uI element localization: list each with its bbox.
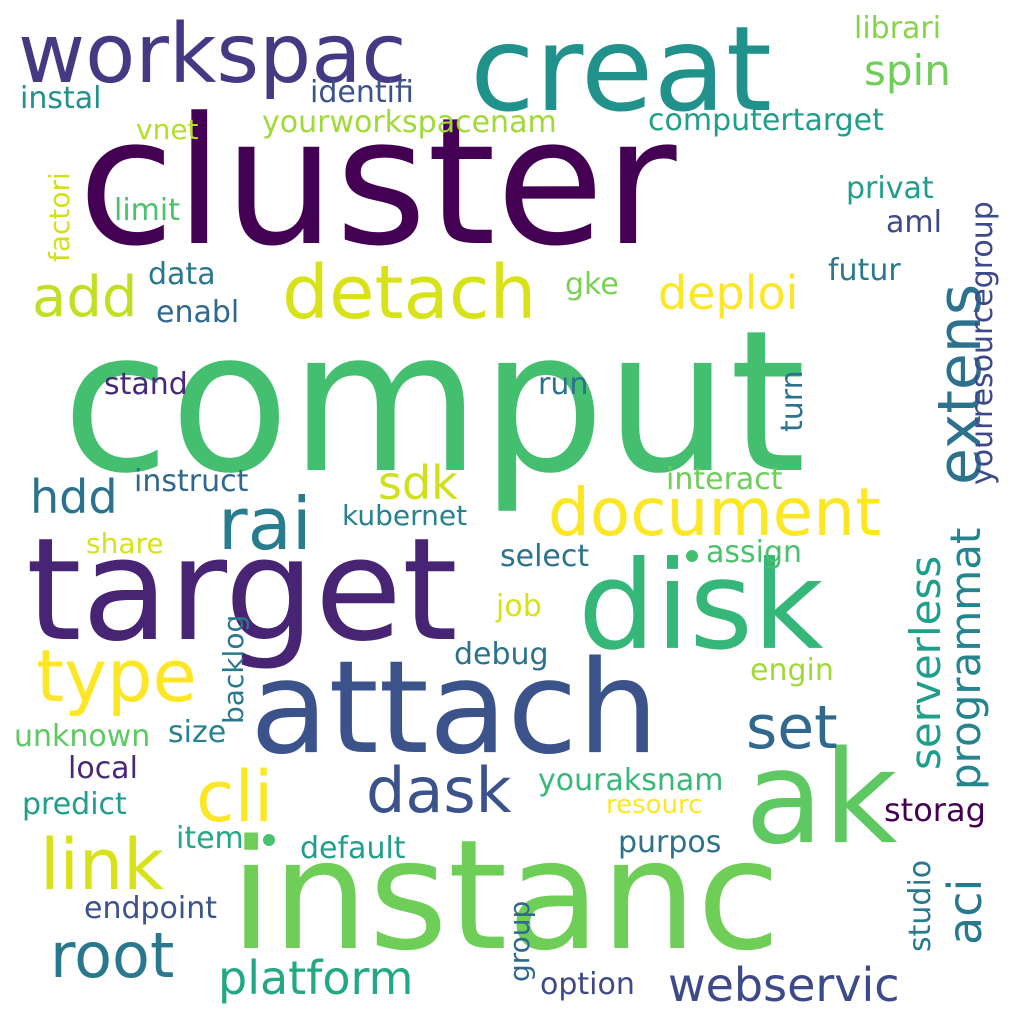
word-data: data	[148, 257, 216, 292]
word-dask: dask	[366, 754, 512, 827]
word-debug: debug	[454, 637, 549, 672]
word-comput: comput	[62, 289, 807, 517]
word-sdk: sdk	[378, 456, 458, 510]
word-kubernet: kubernet	[342, 499, 468, 532]
word-instal: instal	[20, 81, 102, 116]
word-assign: assign	[706, 535, 803, 570]
word-librari: librari	[854, 11, 942, 46]
word-rai: rai	[218, 482, 312, 566]
word-interact: interact	[666, 462, 783, 497]
word-local: local	[68, 751, 138, 786]
word-webservic: webservic	[668, 958, 900, 1012]
word-purpos: purpos	[618, 825, 722, 860]
word-predict: predict	[22, 787, 127, 822]
word-youraksnam: youraksnam	[538, 763, 724, 798]
word-target: target	[26, 508, 458, 673]
word-link: link	[40, 824, 164, 906]
word-ak: ak	[745, 724, 898, 873]
word-computertarget: computertarget	[648, 103, 884, 138]
word-futur: futur	[828, 253, 901, 288]
word-disk: disk	[578, 535, 824, 677]
word-unknown: unknown	[14, 719, 151, 754]
word-programmat: programmat	[941, 527, 990, 790]
word-vnet: vnet	[136, 113, 199, 146]
word-factori: factori	[43, 172, 76, 262]
word-cluster: cluster	[78, 80, 677, 285]
word-cli: cli	[196, 756, 274, 838]
word-job: job	[496, 589, 542, 624]
word-storag: storag	[884, 791, 986, 829]
word-privat: privat	[846, 171, 934, 206]
word-gke: gke	[565, 267, 619, 302]
word-stand: stand	[104, 367, 188, 402]
word-workspac: workspac	[18, 7, 407, 102]
word-select: select	[500, 539, 590, 574]
word-resourc: resourc	[606, 790, 703, 820]
word-engin: engin	[750, 653, 834, 688]
word-backlog: backlog	[217, 614, 250, 724]
word-aci: aci	[938, 878, 992, 945]
word-item: item	[176, 821, 244, 856]
dot-mark	[263, 834, 275, 846]
word-option: option	[540, 967, 635, 1002]
word-run: run	[538, 367, 589, 402]
word-turn: turn	[775, 370, 810, 432]
word-instanc: instanc	[230, 807, 781, 984]
word-add: add	[32, 265, 138, 330]
word-deploi: deploi	[658, 266, 799, 320]
word-group: group	[503, 900, 536, 982]
word-spin: spin	[864, 46, 951, 95]
word-attach: attach	[250, 634, 659, 783]
word-document: document	[548, 474, 881, 551]
word-identifi: identifi	[310, 75, 414, 110]
word-type: type	[36, 634, 197, 718]
word-yourresourcegroup: yourresourcegroup	[965, 201, 1000, 485]
word-limit: limit	[114, 193, 180, 228]
word-enabl: enabl	[156, 295, 240, 330]
word-share: share	[86, 527, 164, 560]
word-yourworkspacenam: yourworkspacenam	[262, 105, 557, 140]
word-endpoint: endpoint	[84, 891, 218, 926]
word-hdd: hdd	[30, 470, 118, 524]
dot-mark	[686, 550, 698, 562]
word-platform: platform	[218, 951, 414, 1005]
word-aml: aml	[886, 205, 942, 240]
word-creat: creat	[470, 0, 772, 138]
word-default: default	[300, 831, 406, 866]
word-set: set	[746, 693, 838, 763]
word-studio: studio	[903, 859, 938, 952]
word-root: root	[50, 919, 175, 992]
word-detach: detach	[282, 250, 537, 336]
word-instruct: instruct	[134, 464, 249, 499]
word-size: size	[168, 715, 227, 750]
